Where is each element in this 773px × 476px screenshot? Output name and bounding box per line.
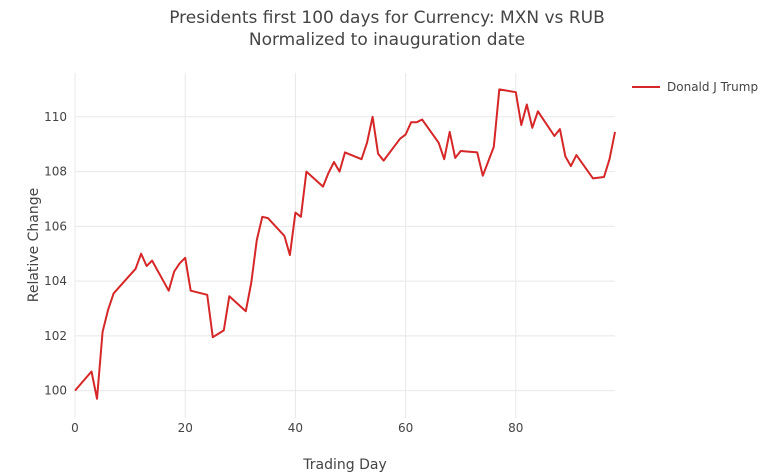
series-line[interactable] xyxy=(74,88,616,400)
tick-labels: 100 102 104 106 108 110 0 20 40 60 80 xyxy=(44,110,523,435)
grid xyxy=(74,73,615,418)
x-tick-label: 40 xyxy=(288,421,303,435)
y-tick-label: 110 xyxy=(44,110,67,124)
series-layer xyxy=(74,88,616,400)
y-tick-label: 102 xyxy=(44,329,67,343)
chart-title: Presidents first 100 days for Currency: … xyxy=(169,8,605,28)
legend-label: Donald J Trump xyxy=(667,80,758,94)
y-tick-label: 108 xyxy=(44,165,67,179)
y-axis-title: Relative Change xyxy=(26,188,42,303)
y-tick-label: 100 xyxy=(44,384,67,398)
y-tick-label: 106 xyxy=(44,219,67,233)
legend[interactable]: Donald J Trump xyxy=(632,80,758,94)
chart-subtitle: Normalized to inauguration date xyxy=(249,30,525,50)
x-tick-label: 60 xyxy=(398,421,413,435)
x-axis-title: Trading Day xyxy=(302,457,386,473)
x-tick-label: 20 xyxy=(178,421,193,435)
x-tick-label: 0 xyxy=(71,421,79,435)
x-tick-label: 80 xyxy=(508,421,523,435)
y-tick-label: 104 xyxy=(44,274,67,288)
